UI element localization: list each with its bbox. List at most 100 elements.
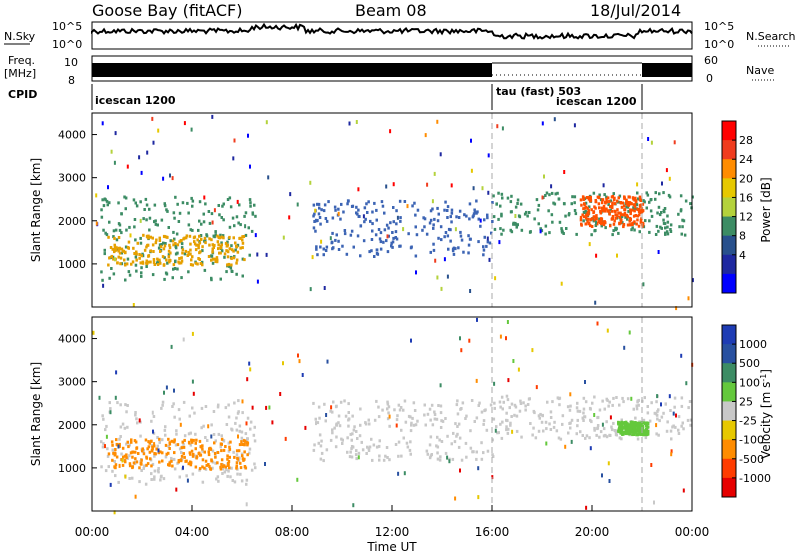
- noise-cell: [279, 392, 282, 396]
- data-cell: [373, 201, 376, 205]
- data-cell: [549, 410, 553, 414]
- data-cell: [643, 200, 646, 204]
- data-cell: [605, 420, 608, 424]
- noise-cell: [251, 405, 254, 410]
- data-cell: [147, 440, 150, 444]
- data-cell: [316, 421, 320, 425]
- data-cell: [175, 429, 178, 433]
- data-cell: [630, 427, 634, 431]
- data-cell: [130, 438, 133, 442]
- noise-cell: [254, 233, 257, 238]
- colorbar-swatch: [722, 140, 736, 160]
- data-cell: [316, 219, 319, 222]
- data-cell: [610, 425, 613, 429]
- data-cell: [621, 213, 624, 217]
- data-cell: [248, 451, 251, 455]
- data-cell: [176, 267, 179, 271]
- data-cell: [505, 425, 508, 429]
- data-cell: [435, 417, 439, 421]
- colorbar-tick-label: 12: [739, 211, 753, 224]
- noise-cell: [325, 413, 328, 417]
- data-cell: [136, 421, 139, 425]
- data-cell: [117, 201, 120, 205]
- noise-cell: [298, 359, 301, 364]
- xtick-label: 20:00: [575, 525, 610, 539]
- noise-cell: [477, 495, 480, 500]
- noise-cell: [601, 473, 603, 478]
- data-cell: [165, 258, 168, 262]
- data-cell: [222, 439, 225, 443]
- data-cell: [595, 433, 598, 437]
- data-cell: [388, 458, 391, 462]
- data-cell: [633, 209, 636, 213]
- data-cell: [569, 404, 572, 408]
- data-cell: [636, 432, 640, 436]
- data-cell: [158, 437, 161, 441]
- data-cell: [219, 445, 222, 449]
- data-cell: [397, 403, 401, 407]
- data-cell: [210, 423, 213, 427]
- data-cell: [220, 442, 223, 446]
- data-cell: [597, 220, 600, 224]
- noise-cell: [129, 233, 132, 238]
- data-cell: [602, 427, 606, 431]
- noise-cell: [609, 415, 612, 420]
- noise-cell: [114, 257, 116, 262]
- data-cell: [134, 238, 137, 242]
- data-cell: [227, 469, 230, 473]
- data-cell: [666, 214, 669, 218]
- noise-cell: [152, 140, 155, 145]
- data-cell: [371, 229, 374, 233]
- data-cell: [673, 405, 676, 409]
- data-cell: [128, 443, 131, 447]
- data-cell: [237, 399, 240, 403]
- data-cell: [423, 403, 426, 407]
- data-cell: [630, 425, 634, 429]
- data-cell: [158, 440, 161, 444]
- data-cell: [164, 235, 168, 239]
- noise-cell: [288, 215, 291, 220]
- data-cell: [565, 227, 568, 230]
- data-cell: [537, 414, 541, 418]
- data-cell: [127, 445, 130, 449]
- data-cell: [138, 466, 141, 470]
- data-cell: [444, 231, 448, 234]
- data-cell: [172, 402, 175, 406]
- data-cell: [136, 241, 139, 245]
- data-cell: [167, 451, 170, 455]
- data-cell: [400, 428, 403, 432]
- data-cell: [512, 221, 515, 225]
- data-cell: [148, 450, 152, 454]
- ytick-label: 1000: [58, 258, 86, 271]
- noise-cell: [560, 281, 563, 286]
- data-cell: [609, 205, 612, 208]
- data-cell: [163, 202, 166, 206]
- data-cell: [167, 249, 171, 253]
- data-cell: [622, 225, 625, 229]
- data-cell: [492, 215, 496, 219]
- data-cell: [635, 431, 638, 435]
- data-cell: [171, 405, 174, 408]
- data-cell: [170, 459, 173, 463]
- data-cell: [584, 222, 587, 226]
- data-cell: [433, 413, 437, 416]
- data-cell: [351, 432, 354, 436]
- noise-cell: [191, 379, 194, 384]
- data-cell: [324, 217, 328, 220]
- data-cell: [669, 409, 672, 412]
- noise-cell: [606, 328, 609, 333]
- data-cell: [252, 433, 256, 437]
- data-cell: [221, 467, 225, 471]
- data-cell: [639, 220, 643, 224]
- noise-cell: [182, 465, 184, 470]
- data-cell: [408, 448, 412, 452]
- freq-bar-block: [642, 63, 692, 77]
- noise-cell: [687, 296, 690, 301]
- data-cell: [618, 436, 622, 440]
- data-cell: [238, 429, 241, 433]
- data-cell: [436, 457, 440, 461]
- data-cell: [218, 213, 221, 217]
- data-cell: [677, 428, 680, 432]
- data-cell: [611, 201, 614, 205]
